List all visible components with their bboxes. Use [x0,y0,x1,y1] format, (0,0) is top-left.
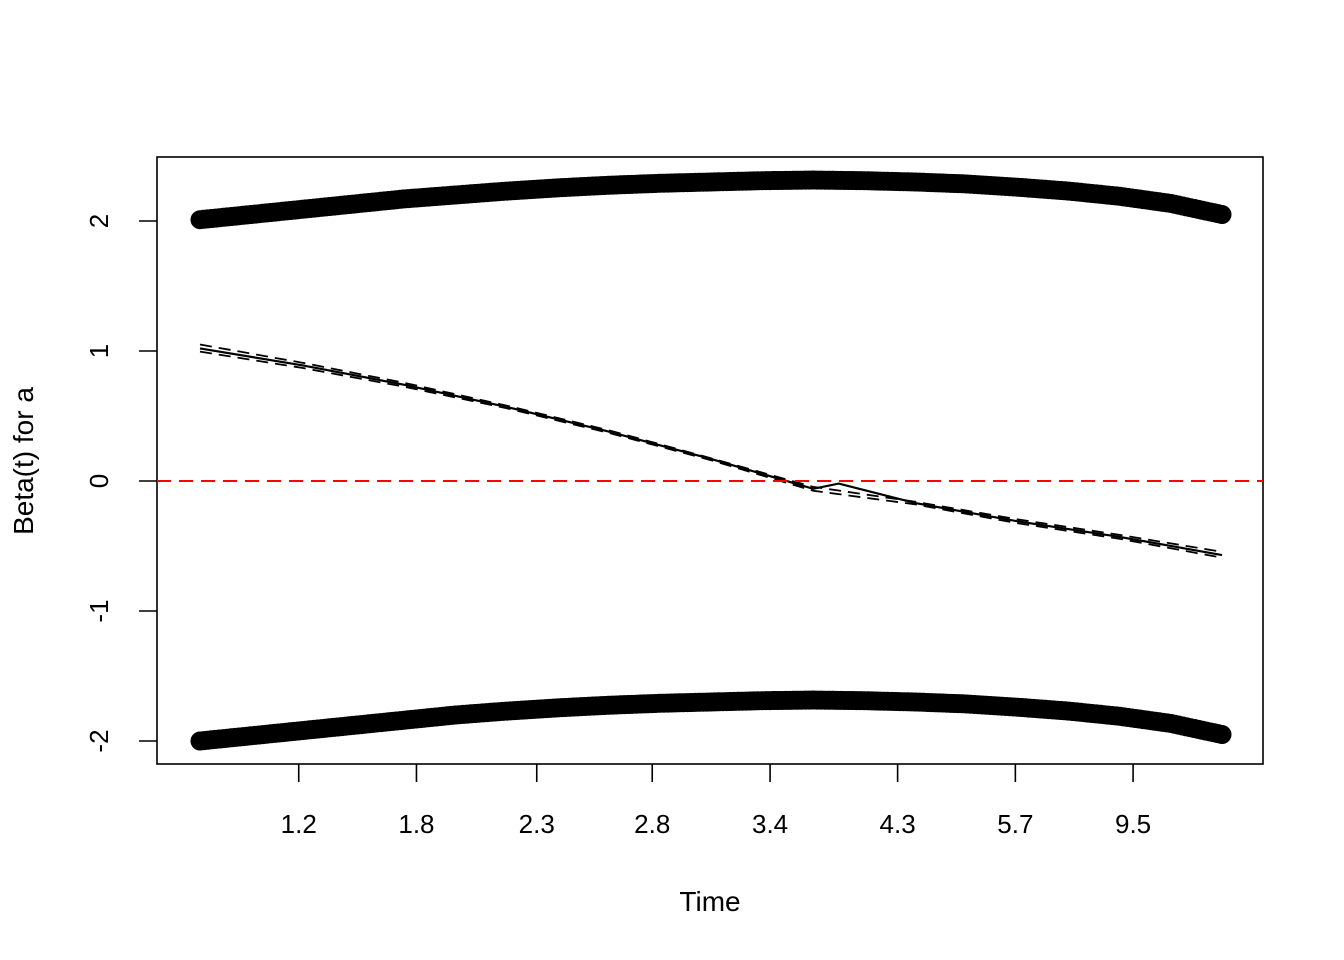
residual-points-lower-point [1212,725,1232,744]
y-tick-label: -2 [84,729,114,752]
x-tick-label: 4.3 [880,809,916,839]
x-tick-label: 5.7 [997,809,1033,839]
plot-frame [156,156,1264,765]
x-tick-label: 9.5 [1115,809,1151,839]
x-tick-label: 2.3 [519,809,555,839]
x-axis-title: Time [679,886,740,917]
y-axis-title: Beta(t) for a [8,387,39,535]
confidence-lower [199,350,1223,559]
x-axis: 1.2 1.8 2.3 2.8 3.4 4.3 5.7 9.5 [281,764,1151,839]
points-layer [190,170,1232,751]
y-tick-label: 2 [84,214,114,228]
y-tick-label: 1 [84,344,114,358]
x-tick-label: 2.8 [634,809,670,839]
y-tick-label: -1 [84,599,114,622]
x-tick-label: 3.4 [752,809,788,839]
lines-layer [199,343,1223,559]
x-tick-label: 1.8 [398,809,434,839]
y-tick-label: 0 [84,474,114,488]
residual-points-upper-point [1212,205,1232,224]
confidence-upper [199,343,1223,553]
fitted-line [199,347,1223,557]
x-tick-label: 1.2 [281,809,317,839]
y-axis: -2 -1 0 1 2 [84,214,157,753]
